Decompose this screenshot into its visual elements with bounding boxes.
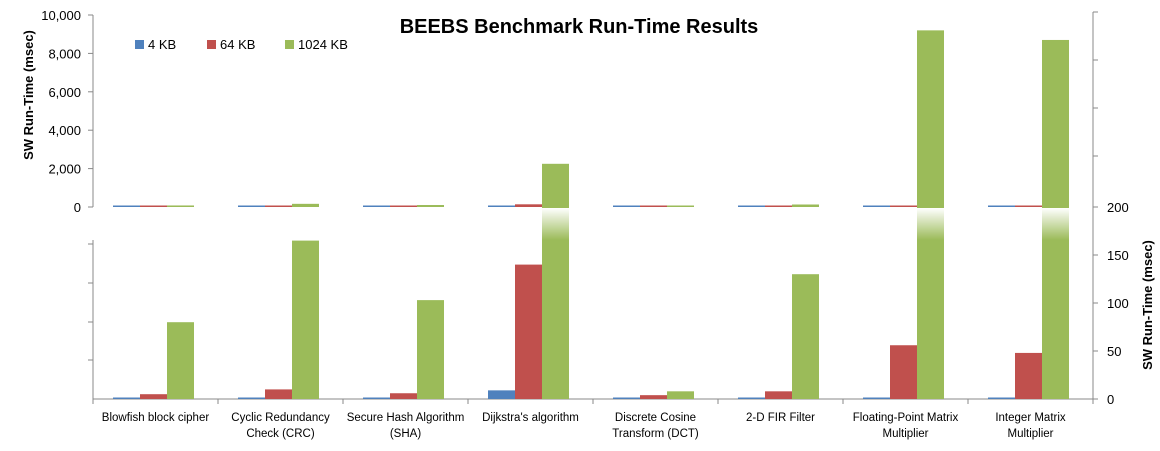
category-label: 2-D FIR Filter [746, 412, 815, 424]
bar-upper [792, 204, 819, 207]
bar-upper [238, 205, 265, 207]
y-tick-label-right: 200 [1107, 200, 1129, 215]
bar-upper [515, 204, 542, 207]
category-label: Floating-Point Matrix Multiplier [853, 412, 959, 440]
bar-upper [140, 205, 167, 207]
category-label: Cyclic Redundancy Check (CRC) [231, 412, 330, 440]
bar-lower [667, 391, 694, 399]
category-label-line: Dijkstra's algorithm [482, 412, 579, 424]
bar-upper [265, 205, 292, 207]
category-label: Blowfish block cipher [102, 412, 210, 424]
legend-label: 1024 KB [298, 37, 348, 52]
bar-lower [863, 397, 890, 399]
y-tick-label-left: 6,000 [48, 85, 81, 100]
legend-label: 4 KB [148, 37, 176, 52]
y-tick-label-left: 0 [74, 200, 81, 215]
chart-title: BEEBS Benchmark Run-Time Results [400, 16, 759, 38]
category-label-line: Secure Hash Algorithm [347, 412, 465, 424]
bar-lower [488, 390, 515, 399]
bar-upper [640, 205, 667, 207]
category-label-line: Transform (DCT) [612, 428, 699, 440]
bar-upper [363, 205, 390, 207]
category-label-line: Cyclic Redundancy [231, 412, 330, 424]
y-tick-label-right: 0 [1107, 392, 1114, 407]
bar-upper [417, 205, 444, 207]
bar-upper [863, 205, 890, 207]
bar-upper [765, 205, 792, 207]
bar-lower [515, 264, 542, 399]
y-tick-label-right: 150 [1107, 248, 1129, 263]
bar-break-fade [541, 208, 570, 240]
bar-lower [792, 274, 819, 399]
bar-lower [292, 240, 319, 399]
category-label-line: 2-D FIR Filter [746, 412, 815, 424]
legend-swatch [285, 40, 294, 49]
bar-upper [113, 205, 140, 207]
category-label-line: Integer Matrix [995, 412, 1066, 424]
bar-lower [363, 397, 390, 399]
bar-lower [238, 397, 265, 399]
y-tick-label-right: 100 [1107, 296, 1129, 311]
bar-lower [640, 395, 667, 399]
bar-lower [1015, 352, 1042, 399]
bar-break-fade [1041, 208, 1070, 240]
legend-label: 64 KB [220, 37, 255, 52]
bar-upper [890, 205, 917, 207]
category-label: Discrete Cosine Transform (DCT) [612, 412, 699, 440]
bar-upper [738, 205, 765, 207]
y-tick-label-left: 4,000 [48, 123, 81, 138]
category-label-line: Floating-Point Matrix [853, 412, 959, 424]
bar-lower [890, 345, 917, 399]
bar-upper [542, 163, 569, 207]
bar-upper [390, 205, 417, 207]
legend-swatch [207, 40, 216, 49]
bar-upper [167, 205, 194, 207]
bar-break-fade [916, 208, 945, 240]
bar-lower [988, 397, 1015, 399]
category-label-line: Multiplier [882, 428, 928, 440]
y-axis-title-right: SW Run-Time (msec) [1140, 240, 1155, 370]
bar-lower [140, 394, 167, 399]
bar-upper [292, 203, 319, 207]
bar-upper [1015, 205, 1042, 207]
bar-upper [917, 30, 944, 207]
bar-upper [1042, 39, 1069, 208]
category-label-line: Blowfish block cipher [102, 412, 210, 424]
category-label: Dijkstra's algorithm [482, 412, 579, 424]
bar-lower [417, 300, 444, 399]
category-label-line: Multiplier [1007, 428, 1053, 440]
y-tick-label-left: 2,000 [48, 162, 81, 177]
y-tick-label-right: 50 [1107, 344, 1121, 359]
category-label: Secure Hash Algorithm (SHA) [347, 412, 465, 440]
y-tick-label-left: 8,000 [48, 46, 81, 61]
bar-upper [613, 205, 640, 207]
bar-lower [613, 397, 640, 399]
bar-upper [988, 205, 1015, 207]
bar-upper [667, 205, 694, 207]
bar-lower [390, 393, 417, 399]
bar-lower [113, 397, 140, 399]
bar-lower [265, 389, 292, 399]
bar-lower [765, 391, 792, 399]
category-label-line: Discrete Cosine [615, 412, 696, 424]
legend-swatch [135, 40, 144, 49]
bar-lower [167, 322, 194, 399]
bar-upper [488, 205, 515, 207]
category-label-line: (SHA) [390, 428, 421, 440]
y-tick-label-left: 10,000 [41, 8, 81, 23]
y-axis-title-left: SW Run-Time (msec) [21, 30, 36, 160]
category-label: Integer Matrix Multiplier [995, 412, 1066, 440]
bar-lower [738, 397, 765, 399]
category-label-line: Check (CRC) [246, 428, 315, 440]
